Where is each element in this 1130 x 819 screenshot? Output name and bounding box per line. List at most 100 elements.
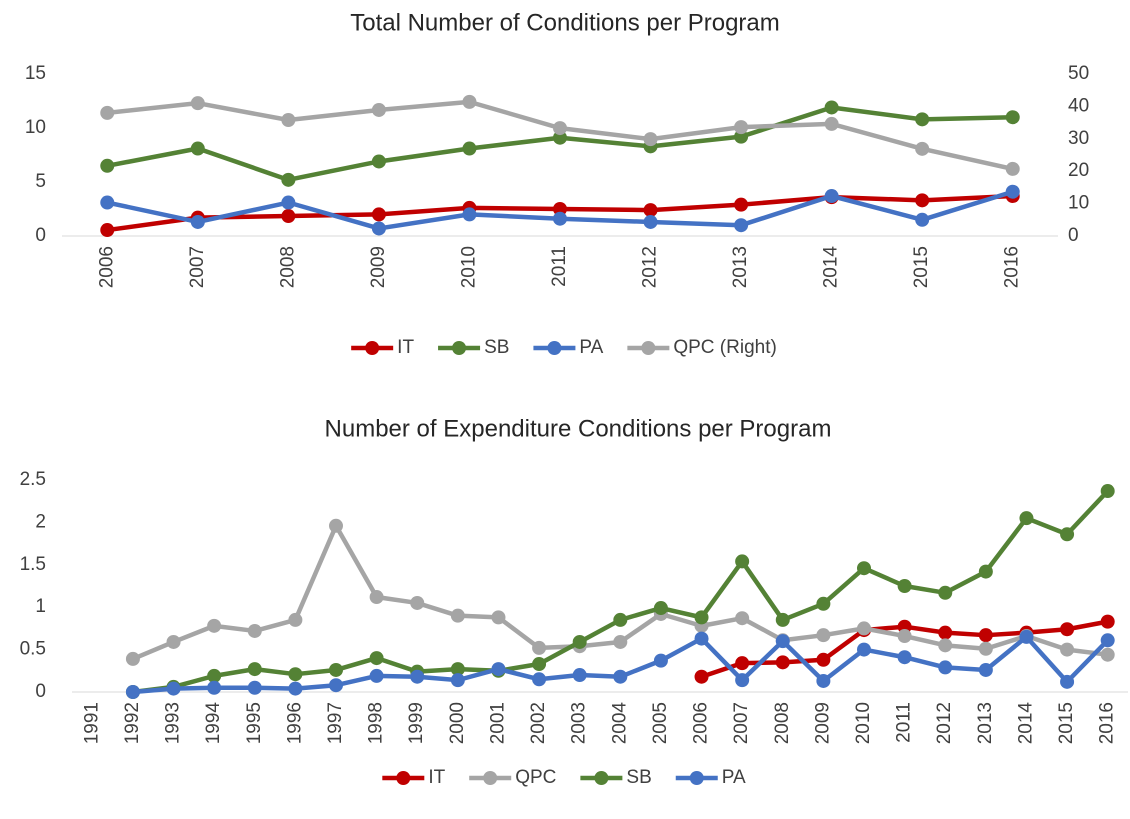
point: [462, 94, 477, 109]
point: [824, 116, 839, 131]
legend-marker: [641, 341, 656, 355]
point: [643, 132, 658, 147]
x-tick-label: 2001: [487, 702, 508, 744]
legend-label: IT: [428, 767, 445, 788]
point: [1100, 647, 1115, 662]
x-tick-label: 2013: [975, 702, 996, 744]
point: [166, 681, 181, 696]
y-tick-label: 2: [35, 511, 46, 532]
point: [1060, 674, 1075, 689]
point: [190, 96, 205, 111]
x-tick-label: 2014: [821, 246, 842, 289]
legend-label: SB: [484, 337, 509, 358]
point: [613, 669, 628, 684]
point: [371, 102, 386, 117]
x-tick-label: 2008: [772, 702, 793, 744]
point: [775, 634, 790, 649]
point: [450, 608, 465, 623]
point: [1019, 511, 1034, 526]
point: [1019, 629, 1034, 644]
point: [694, 631, 709, 646]
x-tick-label: 2013: [730, 246, 751, 288]
point: [938, 585, 953, 600]
x-tick-label: 2016: [1097, 702, 1118, 744]
y-tick-label: 1.5: [20, 554, 46, 575]
y-tick-label: 0: [35, 681, 46, 702]
point: [491, 610, 506, 625]
legend-marker: [689, 771, 704, 785]
x-tick-label: 2015: [911, 246, 932, 288]
point: [553, 202, 567, 216]
y-tick-label: 1: [35, 596, 46, 617]
x-tick-label: 2011: [549, 246, 570, 287]
point: [190, 141, 205, 156]
point: [775, 655, 790, 670]
point: [938, 638, 953, 653]
point: [329, 662, 343, 677]
point: [207, 668, 222, 683]
point: [166, 634, 181, 649]
point: [288, 612, 303, 627]
point: [125, 651, 140, 666]
point: [857, 621, 871, 636]
point: [613, 612, 628, 627]
point: [938, 625, 953, 640]
legend-label: QPC (Right): [673, 337, 776, 358]
x-tick-label: 2002: [528, 702, 549, 744]
point: [897, 629, 912, 644]
x-tick-label: 2011: [894, 702, 915, 743]
point: [247, 623, 262, 638]
x-tick-label: 2005: [650, 702, 671, 744]
y-tick-label: 15: [25, 63, 46, 84]
point: [207, 618, 222, 633]
x-tick-label: 1996: [284, 702, 305, 744]
point: [247, 662, 262, 677]
x-tick-label: 2010: [853, 702, 874, 744]
point: [857, 561, 871, 576]
point: [450, 662, 465, 677]
legend-marker: [547, 341, 562, 355]
point: [100, 195, 115, 210]
point: [643, 203, 658, 218]
point: [281, 172, 296, 187]
point: [572, 634, 587, 649]
y-tick-label: 5: [35, 171, 46, 192]
point: [824, 100, 839, 115]
point: [371, 207, 386, 222]
point: [100, 223, 115, 238]
point: [915, 112, 930, 127]
point: [288, 681, 303, 696]
point: [694, 610, 709, 625]
legend-marker: [594, 771, 609, 785]
y-tick-label: 0.5: [20, 639, 46, 660]
legend-label: SB: [626, 767, 651, 788]
point: [1100, 633, 1115, 648]
point: [816, 673, 831, 688]
point: [369, 651, 384, 666]
point: [653, 601, 668, 616]
point: [410, 669, 425, 684]
y2-tick-label: 0: [1068, 225, 1079, 246]
point: [978, 641, 993, 656]
x-tick-label: 1991: [81, 702, 102, 744]
y-tick-label: 2.5: [20, 469, 46, 490]
x-tick-label: 2000: [447, 702, 468, 744]
x-tick-label: 1997: [325, 702, 346, 744]
point: [816, 628, 831, 643]
legend-label: QPC: [515, 767, 556, 788]
point: [938, 660, 953, 675]
point: [734, 218, 749, 233]
point: [450, 673, 465, 688]
x-tick-label: 1992: [122, 702, 143, 744]
y2-tick-label: 40: [1068, 95, 1089, 116]
x-tick-label: 2007: [731, 702, 752, 744]
y2-tick-label: 50: [1068, 63, 1089, 84]
point: [897, 579, 912, 593]
point: [978, 628, 993, 643]
point: [734, 120, 749, 135]
point: [613, 634, 628, 649]
x-tick-label: 2016: [1002, 246, 1023, 288]
x-tick-label: 2006: [96, 246, 117, 288]
point: [329, 678, 343, 693]
